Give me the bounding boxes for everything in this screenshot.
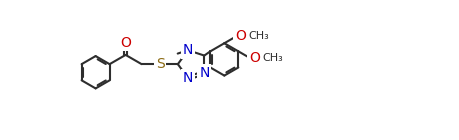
Text: S: S <box>156 57 164 71</box>
Text: O: O <box>120 36 131 50</box>
Text: N: N <box>199 66 209 80</box>
Text: O: O <box>234 29 245 43</box>
Text: CH₃: CH₃ <box>261 53 282 63</box>
Text: N: N <box>182 43 193 57</box>
Text: N: N <box>182 71 193 85</box>
Text: O: O <box>248 51 259 65</box>
Text: CH₃: CH₃ <box>247 31 268 41</box>
